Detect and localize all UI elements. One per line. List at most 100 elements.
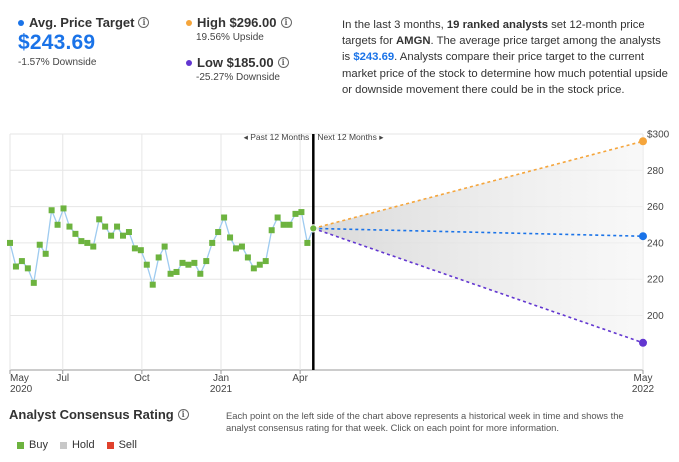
y-tick-label: 280: [647, 166, 664, 177]
low-label: Low $185.00: [197, 55, 274, 70]
current-price-point[interactable]: [309, 224, 318, 233]
y-tick-label: $300: [647, 130, 670, 141]
x-tick-label: Apr: [292, 373, 308, 384]
history-point-buy[interactable]: [262, 258, 269, 265]
history-point-buy[interactable]: [18, 258, 25, 265]
history-point-buy[interactable]: [203, 258, 210, 265]
ticker: AMGN: [396, 35, 431, 48]
projection-point-avg[interactable]: [639, 232, 647, 241]
hold-swatch: [59, 441, 67, 449]
history-point-buy[interactable]: [119, 232, 126, 239]
analyst-count: 19 ranked analysts: [446, 19, 548, 31]
history-point-buy[interactable]: [250, 265, 257, 272]
avg-dot-icon: [18, 19, 24, 26]
x-tick-label: Jan: [213, 373, 229, 384]
y-tick-label: 200: [647, 311, 664, 322]
history-point-buy[interactable]: [238, 243, 245, 250]
history-point-buy[interactable]: [102, 223, 109, 230]
high-change: 19.56% Upside: [196, 32, 264, 43]
history-point-buy[interactable]: [7, 239, 13, 246]
x-tick-year-label: 2020: [10, 384, 33, 395]
info-icon[interactable]: i: [277, 57, 289, 68]
history-point-buy[interactable]: [54, 221, 61, 228]
history-point-buy[interactable]: [280, 221, 287, 228]
history-point-buy[interactable]: [78, 238, 85, 245]
legend-buy: Buy: [17, 439, 48, 451]
history-point-buy[interactable]: [36, 241, 43, 248]
high-dot-icon: [186, 19, 192, 26]
history-point-buy[interactable]: [274, 214, 281, 221]
history-point-buy[interactable]: [84, 239, 91, 246]
sell-swatch: [106, 441, 114, 449]
history-point-buy[interactable]: [30, 279, 37, 286]
history-point-buy[interactable]: [268, 227, 275, 234]
y-tick-label: 260: [647, 202, 664, 213]
high-price-target: High $296.00 i 19.56% Upside: [186, 15, 292, 43]
history-point-buy[interactable]: [292, 210, 299, 217]
history-point-buy[interactable]: [108, 232, 115, 239]
history-point-buy[interactable]: [244, 254, 251, 261]
history-point-buy[interactable]: [256, 261, 263, 268]
history-point-buy[interactable]: [179, 259, 186, 266]
avg-change: -1.57% Downside: [18, 57, 97, 68]
history-point-buy[interactable]: [42, 250, 49, 257]
legend-sell: Sell: [106, 439, 137, 451]
consensus-rating-note: Each point on the left side of the chart…: [226, 410, 624, 433]
x-tick-label: May: [634, 373, 653, 384]
info-icon[interactable]: i: [138, 17, 150, 28]
history-point-buy[interactable]: [185, 261, 192, 268]
projection-point-high[interactable]: [639, 137, 647, 146]
history-point-buy[interactable]: [209, 239, 216, 246]
history-point-buy[interactable]: [227, 234, 234, 241]
history-point-buy[interactable]: [221, 214, 228, 221]
avg-value: $243.69: [18, 31, 96, 54]
history-point-buy[interactable]: [191, 259, 198, 266]
x-tick-label: Oct: [134, 373, 150, 384]
history-point-buy[interactable]: [155, 254, 162, 261]
projection-line-avg: [313, 227, 644, 238]
history-point-buy[interactable]: [125, 229, 132, 236]
history-point-buy[interactable]: [90, 243, 97, 250]
history-point-buy[interactable]: [161, 243, 168, 250]
history-point-buy[interactable]: [48, 207, 55, 214]
history-point-buy[interactable]: [131, 245, 138, 252]
history-point-buy[interactable]: [232, 245, 239, 252]
history-point-buy[interactable]: [215, 229, 222, 236]
projection-cone: [313, 141, 643, 343]
high-label: High $296.00: [197, 15, 277, 30]
history-point-buy[interactable]: [24, 265, 31, 272]
history-point-buy[interactable]: [173, 268, 180, 275]
projection-line-high: [313, 140, 644, 230]
y-tick-label: 240: [647, 238, 664, 249]
x-tick-year-label: 2022: [632, 384, 655, 395]
history-point-buy[interactable]: [12, 263, 19, 270]
y-tick-label: 220: [647, 275, 664, 286]
history-point-buy[interactable]: [143, 261, 150, 268]
history-point-buy[interactable]: [298, 209, 305, 216]
history-point-buy[interactable]: [167, 270, 174, 277]
history-point-buy[interactable]: [286, 221, 293, 228]
history-point-buy[interactable]: [66, 223, 73, 230]
history-point-buy[interactable]: [149, 281, 156, 288]
history-point-buy[interactable]: [137, 247, 144, 254]
history-point-buy[interactable]: [72, 230, 79, 237]
avg-label: Avg. Price Target: [29, 15, 135, 30]
history-point-buy[interactable]: [96, 216, 103, 223]
history-point-buy[interactable]: [197, 270, 204, 277]
history-point-buy[interactable]: [60, 205, 67, 212]
x-tick-label: May: [10, 373, 29, 384]
price-target-description: In the last 3 months, 19 ranked analysts…: [342, 19, 668, 96]
projection-point-low[interactable]: [639, 338, 647, 347]
info-icon[interactable]: i: [177, 409, 189, 420]
info-icon[interactable]: i: [280, 17, 292, 28]
consensus-rating-title: Analyst Consensus Rating i: [9, 407, 189, 422]
low-price-target: Low $185.00 i -25.27% Downside: [186, 55, 289, 83]
rating-legend: Buy Hold Sell: [17, 439, 149, 451]
avg-price-target: Avg. Price Target i $243.69 -1.57% Downs…: [18, 15, 150, 68]
avg-inline-value: $243.69: [353, 51, 395, 64]
history-point-buy[interactable]: [114, 223, 121, 230]
next-12-months-label: Next 12 Months ▸: [317, 132, 384, 142]
low-dot-icon: [186, 59, 192, 66]
history-point-buy[interactable]: [304, 239, 311, 246]
